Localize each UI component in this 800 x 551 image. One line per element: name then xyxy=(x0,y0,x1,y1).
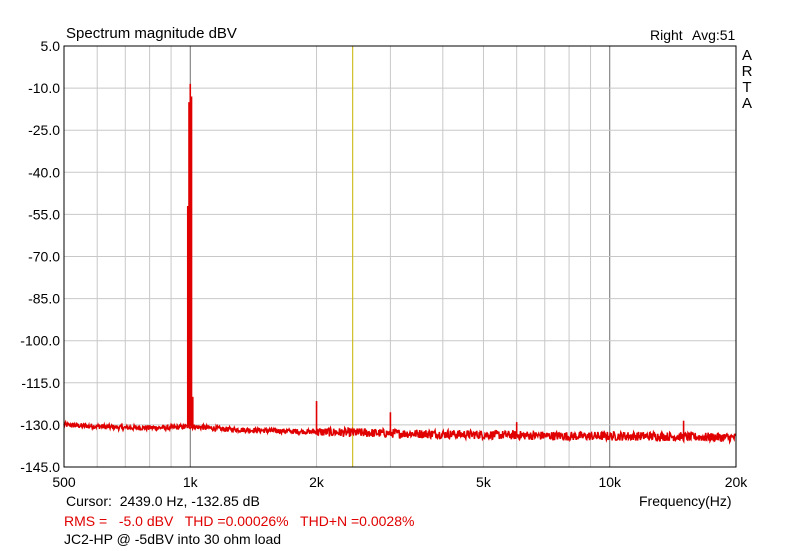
x-tick-label: 500 xyxy=(52,474,76,490)
x-tick-label: 20k xyxy=(725,474,749,490)
rms-thd-readout: RMS = -5.0 dBV THD =0.00026% THD+N =0.00… xyxy=(64,513,415,529)
arta-letter: A xyxy=(741,47,752,64)
x-tick-label: 5k xyxy=(476,474,492,490)
measurement-note: JC2-HP @ -5dBV into 30 ohm load xyxy=(64,531,282,547)
y-tick-label: -40.0 xyxy=(28,164,60,180)
x-axis-label: Frequency(Hz) xyxy=(639,493,732,509)
trace-layer xyxy=(63,83,737,445)
spectrum-trace xyxy=(63,419,737,445)
y-tick-label: -25.0 xyxy=(28,122,60,138)
y-tick-label: -100.0 xyxy=(20,333,60,349)
arta-letter: A xyxy=(741,95,752,112)
cursor-readout: Cursor: 2439.0 Hz, -132.85 dB xyxy=(66,493,260,509)
y-tick-label: -10.0 xyxy=(28,80,60,96)
avg-label: Avg:51 xyxy=(692,27,736,43)
arta-logo: A R T A xyxy=(740,48,754,112)
y-tick-label: 5.0 xyxy=(41,38,61,54)
y-tick-label: -145.0 xyxy=(20,459,60,475)
y-tick-label: -70.0 xyxy=(28,249,60,265)
y-tick-label: -130.0 xyxy=(20,417,60,433)
cursor-label: Cursor: xyxy=(66,493,112,509)
x-tick-label: 10k xyxy=(598,474,622,490)
arta-letter: R xyxy=(741,63,753,80)
channel-label: Right xyxy=(650,27,683,43)
x-tick-labels: 500 1k 2k 5k 10k 20k xyxy=(52,474,748,490)
cursor-value: 2439.0 Hz, -132.85 dB xyxy=(119,493,260,509)
y-tick-label: -115.0 xyxy=(21,375,60,391)
chart-title: Spectrum magnitude dBV xyxy=(66,25,237,42)
plot-frame xyxy=(63,45,737,468)
arta-letter: T xyxy=(742,79,752,96)
y-tick-labels: 5.0 -10.0 -25.0 -40.0 -55.0 -70.0 -85.0 -100.0 -… xyxy=(20,38,60,475)
x-tick-label: 1k xyxy=(183,474,199,490)
y-tick-label: -55.0 xyxy=(28,206,60,222)
x-tick-label: 2k xyxy=(309,474,325,490)
y-tick-label: -85.0 xyxy=(28,291,60,307)
grid xyxy=(64,46,736,467)
